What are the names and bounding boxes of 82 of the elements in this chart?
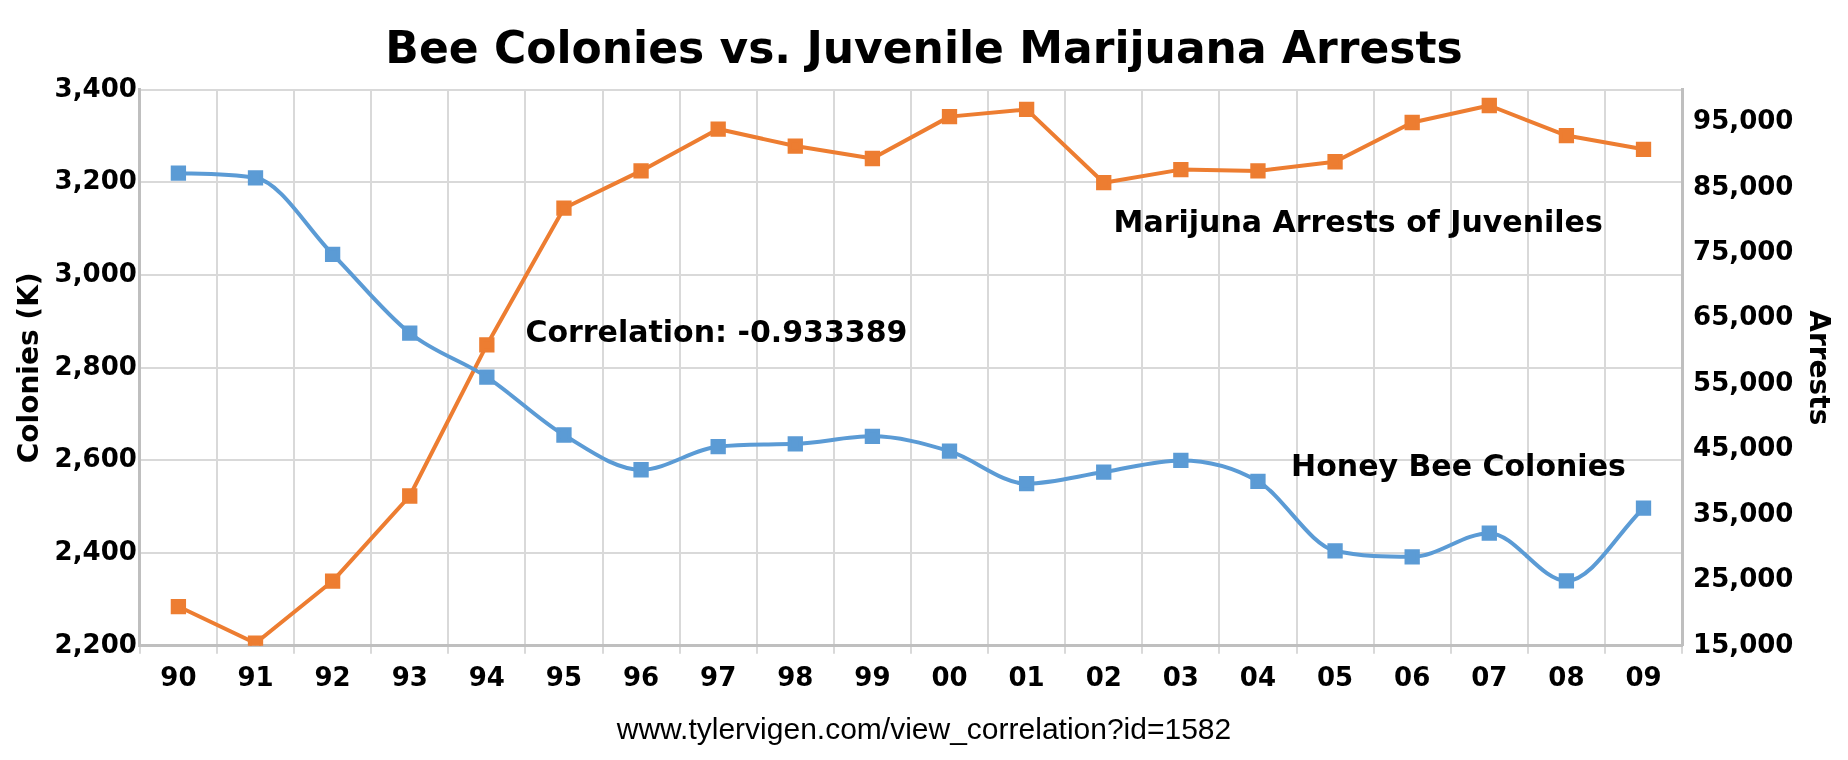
x-tick-label: 94 (468, 662, 505, 693)
point (556, 427, 572, 443)
y-tick-label: 3,000 (54, 257, 137, 288)
x-tick-label: 07 (1471, 662, 1508, 693)
point (710, 438, 726, 455)
point (170, 598, 187, 615)
y2-tick-label: 25,000 (1693, 563, 1794, 594)
x-tick-label: 02 (1085, 662, 1122, 693)
y2-tick-label: 85,000 (1693, 170, 1794, 201)
y-axis-title: Colonies (K) (12, 272, 46, 464)
x-tick-label: 04 (1239, 662, 1277, 693)
y-tick-label: 3,400 (54, 72, 137, 103)
point (1250, 473, 1266, 489)
point (170, 165, 187, 181)
y-tick-label: 2,800 (54, 350, 137, 381)
y2-tick-label: 15,000 (1693, 628, 1794, 659)
x-tick-label: 00 (931, 662, 968, 693)
y-tick-label: 2,400 (54, 535, 137, 566)
y2-tick-label: 75,000 (1693, 236, 1794, 267)
point (1327, 543, 1343, 559)
text: www.tylervigen.com/view_correlation?id=1582 (615, 712, 1233, 746)
point (247, 170, 264, 186)
x-tick-label: 03 (1162, 662, 1199, 693)
y-tick-label: 3,200 (54, 165, 137, 196)
point (1635, 141, 1652, 157)
point (1481, 97, 1497, 114)
x-tick-label: 92 (314, 662, 351, 693)
x-tick-label: 97 (700, 662, 737, 693)
point (1558, 127, 1575, 144)
x-tick-label: 95 (545, 662, 583, 693)
point (324, 246, 341, 262)
point (1173, 452, 1189, 469)
point (941, 443, 958, 459)
x-tick-label: 98 (777, 662, 814, 693)
x-tick-label: 06 (1394, 662, 1431, 693)
point (864, 428, 881, 445)
point (1173, 161, 1189, 178)
annotation: Correlation: -0.933389 (525, 314, 908, 350)
point (1018, 475, 1035, 492)
point (1635, 500, 1652, 516)
point (1404, 549, 1420, 565)
point (556, 200, 572, 216)
point (402, 325, 418, 341)
x-tick-label: 09 (1625, 662, 1662, 693)
y-tick-label: 2,200 (54, 628, 137, 659)
point (1096, 175, 1112, 191)
series-label: Honey Bee Colonies (1291, 448, 1626, 484)
point (1250, 163, 1266, 179)
point (710, 121, 726, 137)
x-tick-label: 96 (622, 662, 660, 693)
point (1481, 525, 1497, 541)
x-tick-label: 01 (1008, 662, 1045, 693)
point (864, 150, 881, 167)
point (787, 138, 803, 154)
point (941, 108, 958, 125)
x-tick-label: 05 (1316, 662, 1354, 693)
y2-tick-label: 95,000 (1693, 105, 1794, 136)
point (479, 337, 495, 353)
y2-axis-title: Arrests (1802, 310, 1836, 426)
y2-tick-label: 65,000 (1693, 301, 1794, 332)
point (1018, 101, 1035, 118)
point (479, 369, 495, 385)
point (1404, 114, 1420, 131)
point (1096, 464, 1112, 480)
y2-tick-label: 45,000 (1693, 432, 1794, 463)
x-tick-label: 08 (1548, 662, 1585, 693)
point (787, 436, 803, 452)
point (1327, 154, 1343, 170)
point (324, 573, 341, 589)
point (402, 488, 418, 504)
series-label: Marijuna Arrests of Juveniles (1113, 203, 1603, 239)
point (1558, 573, 1575, 589)
y2-tick-label: 55,000 (1693, 366, 1794, 397)
x-tick-label: 91 (237, 662, 274, 693)
x-tick-label: 90 (160, 662, 197, 693)
y-tick-label: 2,600 (54, 443, 137, 474)
chart-title: Bee Colonies vs. Juvenile Marijuana Arrests (385, 21, 1463, 73)
x-tick-label: 99 (854, 662, 891, 693)
point (633, 462, 649, 478)
y2-tick-label: 35,000 (1693, 497, 1794, 528)
point (633, 163, 649, 179)
x-tick-label: 93 (391, 662, 428, 693)
